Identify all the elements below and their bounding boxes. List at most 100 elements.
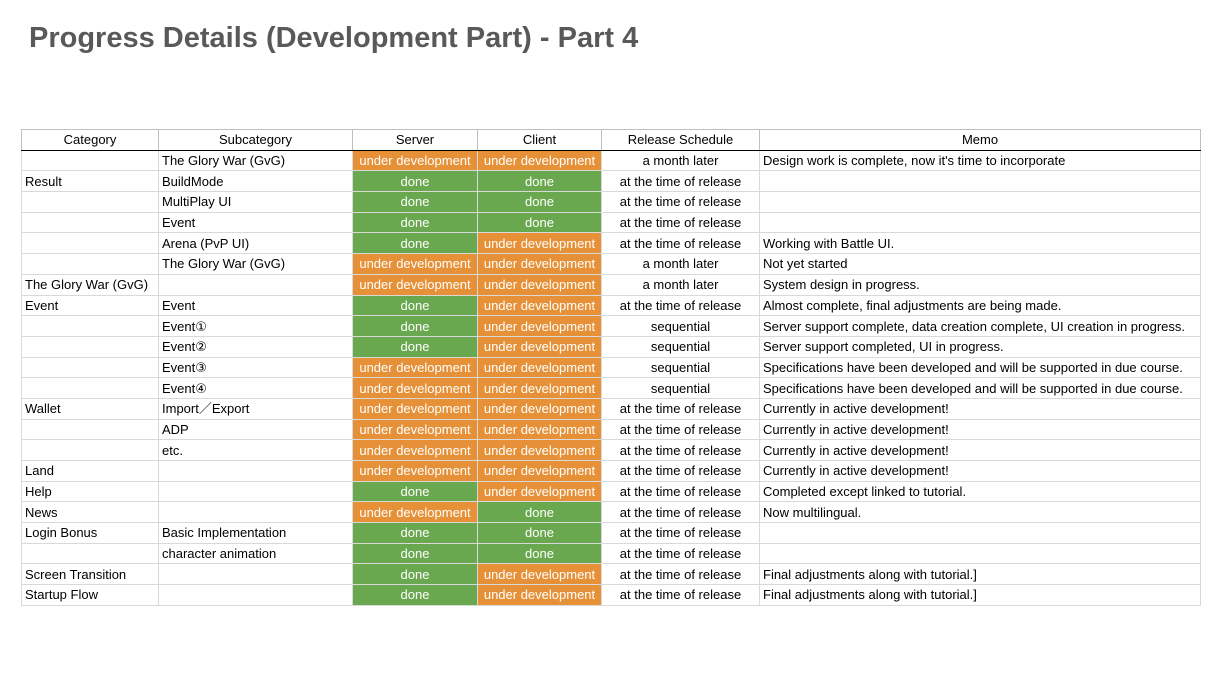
subcategory-cell: [158, 480, 353, 503]
category-cell: Screen Transition: [21, 563, 159, 586]
server-status-cell: done: [352, 211, 478, 234]
client-status-cell: under development: [477, 439, 602, 461]
subcategory-cell: Event①: [158, 315, 353, 337]
category-cell: News: [21, 501, 159, 524]
release-schedule-cell: at the time of release: [601, 563, 760, 586]
header-server: Server: [352, 129, 478, 151]
category-cell: Startup Flow: [21, 584, 159, 606]
client-status-cell: under development: [477, 377, 602, 399]
client-status-cell: done: [477, 191, 602, 213]
server-status-cell: under development: [352, 253, 478, 275]
category-cell: Result: [21, 170, 159, 193]
release-schedule-cell: sequential: [601, 335, 760, 358]
server-status-cell: under development: [352, 460, 478, 482]
table-row: Land under development under development at…: [21, 460, 1201, 482]
memo-cell: Currently in active development!: [759, 460, 1201, 482]
server-status-cell: done: [352, 335, 478, 358]
category-cell: [21, 253, 159, 275]
client-status-cell: done: [477, 501, 602, 524]
progress-table: Category Subcategory Server Client Relea…: [21, 129, 1201, 606]
table-row: The Glory War (GvG) under development unde…: [21, 273, 1201, 296]
client-status-cell: under development: [477, 335, 602, 358]
memo-cell: Currently in active development!: [759, 439, 1201, 461]
table-row: The Glory War (GvG) under development unde…: [21, 149, 1201, 172]
client-status-cell: under development: [477, 149, 602, 172]
server-status-cell: under development: [352, 439, 478, 461]
category-cell: [21, 191, 159, 213]
release-schedule-cell: at the time of release: [601, 542, 760, 565]
memo-cell: Final adjustments along with tutorial.]: [759, 563, 1201, 586]
category-cell: [21, 418, 159, 441]
memo-cell: System design in progress.: [759, 273, 1201, 296]
memo-cell: [759, 170, 1201, 193]
table-row: MultiPlay UI done done at the time of relea…: [21, 191, 1201, 213]
table-row: Event③ under development under development…: [21, 356, 1201, 379]
server-status-cell: under development: [352, 356, 478, 379]
release-schedule-cell: at the time of release: [601, 418, 760, 441]
server-status-cell: done: [352, 542, 478, 565]
client-status-cell: under development: [477, 232, 602, 255]
client-status-cell: done: [477, 542, 602, 565]
client-status-cell: under development: [477, 294, 602, 317]
table-row: Result BuildMode done done at the time of re…: [21, 170, 1201, 193]
table-row: Event② done under development sequential Ser…: [21, 335, 1201, 358]
subcategory-cell: [158, 501, 353, 524]
subcategory-cell: character animation: [158, 542, 353, 565]
release-schedule-cell: sequential: [601, 377, 760, 399]
category-cell: [21, 377, 159, 399]
server-status-cell: done: [352, 563, 478, 586]
release-schedule-cell: sequential: [601, 315, 760, 337]
category-cell: [21, 211, 159, 234]
category-cell: [21, 542, 159, 565]
server-status-cell: done: [352, 315, 478, 337]
server-status-cell: under development: [352, 273, 478, 296]
memo-cell: Design work is complete, now it's time t…: [759, 149, 1201, 172]
subcategory-cell: Event③: [158, 356, 353, 379]
subcategory-cell: BuildMode: [158, 170, 353, 193]
client-status-cell: under development: [477, 356, 602, 379]
client-status-cell: done: [477, 522, 602, 544]
client-status-cell: under development: [477, 315, 602, 337]
subcategory-cell: etc.: [158, 439, 353, 461]
client-status-cell: under development: [477, 397, 602, 420]
category-cell: [21, 356, 159, 379]
server-status-cell: under development: [352, 418, 478, 441]
server-status-cell: under development: [352, 397, 478, 420]
memo-cell: Working with Battle UI.: [759, 232, 1201, 255]
server-status-cell: done: [352, 480, 478, 503]
category-cell: [21, 232, 159, 255]
memo-cell: Currently in active development!: [759, 418, 1201, 441]
memo-cell: Specifications have been developed and w…: [759, 377, 1201, 399]
table-row: etc. under development under development at…: [21, 439, 1201, 461]
client-status-cell: done: [477, 170, 602, 193]
table-row: Event④ under development under development…: [21, 377, 1201, 399]
subcategory-cell: [158, 273, 353, 296]
client-status-cell: done: [477, 211, 602, 234]
subcategory-cell: The Glory War (GvG): [158, 149, 353, 172]
table-header-row: Category Subcategory Server Client Relea…: [21, 129, 1201, 151]
table-row: Event done done at the time of release: [21, 211, 1201, 234]
release-schedule-cell: at the time of release: [601, 211, 760, 234]
category-cell: The Glory War (GvG): [21, 273, 159, 296]
table-row: ADP under development under development at …: [21, 418, 1201, 441]
memo-cell: Server support complete, data creation c…: [759, 315, 1201, 337]
release-schedule-cell: at the time of release: [601, 439, 760, 461]
subcategory-cell: [158, 563, 353, 586]
subcategory-cell: Event: [158, 294, 353, 317]
release-schedule-cell: at the time of release: [601, 584, 760, 606]
memo-cell: Completed except linked to tutorial.: [759, 480, 1201, 503]
category-cell: [21, 335, 159, 358]
table-row: Help done under development at the time of …: [21, 480, 1201, 503]
release-schedule-cell: at the time of release: [601, 460, 760, 482]
subcategory-cell: Arena (PvP UI): [158, 232, 353, 255]
table-row: Event Event done under development at the ti…: [21, 294, 1201, 317]
release-schedule-cell: at the time of release: [601, 397, 760, 420]
server-status-cell: done: [352, 294, 478, 317]
server-status-cell: done: [352, 191, 478, 213]
memo-cell: Currently in active development!: [759, 397, 1201, 420]
server-status-cell: under development: [352, 149, 478, 172]
page-title: Progress Details (Development Part) - Pa…: [29, 22, 639, 54]
subcategory-cell: [158, 460, 353, 482]
table-row: Event① done under development sequential Ser…: [21, 315, 1201, 337]
memo-cell: [759, 522, 1201, 544]
